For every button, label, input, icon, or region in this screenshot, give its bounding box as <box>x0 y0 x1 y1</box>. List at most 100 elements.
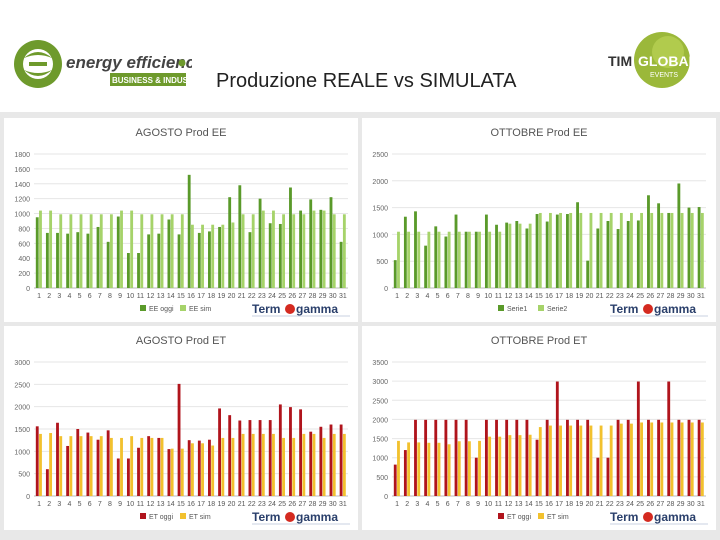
bar-et-oggi <box>434 419 438 496</box>
bar-ee-oggi <box>228 197 232 288</box>
brand-wordmark-2: gamma <box>296 510 338 524</box>
bar-et-oggi <box>157 437 161 496</box>
bar-serie1 <box>464 231 468 288</box>
bar-ee-oggi <box>268 223 272 288</box>
x-tick-label: 1 <box>37 501 41 508</box>
x-tick-label: 26 <box>288 293 296 300</box>
chart-title: AGOSTO Prod EE <box>136 127 227 139</box>
x-tick-label: 21 <box>238 501 246 508</box>
x-tick-label: 17 <box>555 293 563 300</box>
bar-et-oggi <box>238 420 242 496</box>
y-tick-label: 500 <box>376 475 388 482</box>
bar-et-sim <box>690 422 694 496</box>
chart-panel-ottobre-ee: OTTOBRE Prod EE 0 500 1000 1500 2000 2500 1 2 3 4 5… <box>362 118 716 322</box>
bar-et-sim <box>427 442 431 496</box>
bar-serie1 <box>606 221 610 288</box>
y-tick-label: 1800 <box>14 152 30 159</box>
bar-serie1 <box>424 245 428 288</box>
x-tick-label: 17 <box>197 293 205 300</box>
bar-serie1 <box>636 220 640 288</box>
bar-et-oggi <box>657 419 661 496</box>
x-tick-label: 31 <box>339 293 347 300</box>
legend-label: EE sim <box>189 306 211 313</box>
bar-et-oggi <box>329 424 333 496</box>
x-tick-label: 12 <box>505 501 513 508</box>
bar-et-oggi <box>248 420 252 496</box>
x-tick-label: 21 <box>596 293 604 300</box>
bar-serie2 <box>680 212 684 288</box>
bar-ee-oggi <box>289 187 292 288</box>
bar-et-oggi <box>545 419 549 496</box>
bar-serie1 <box>505 222 509 288</box>
bar-et-oggi <box>66 445 70 496</box>
bar-et-oggi <box>576 419 579 496</box>
bar-et-sim <box>332 433 336 496</box>
chart-title: AGOSTO Prod ET <box>136 335 227 347</box>
x-tick-label: 4 <box>67 501 71 508</box>
bar-ee-sim <box>79 214 83 288</box>
bar-serie2 <box>397 231 400 288</box>
brand-wordmark: Term <box>252 510 280 524</box>
logo-events: EVENTS <box>650 72 678 79</box>
brand-ball-icon <box>643 512 653 522</box>
bar-et-sim <box>292 437 296 496</box>
bar-et-sim <box>437 442 441 496</box>
bar-serie1 <box>616 229 620 288</box>
x-tick-label: 19 <box>217 501 225 508</box>
x-tick-label: 30 <box>687 501 695 508</box>
bar-et-oggi <box>393 464 397 496</box>
bar-serie2 <box>690 212 694 288</box>
bar-et-sim <box>467 441 471 496</box>
x-tick-label: 29 <box>677 501 685 508</box>
x-tick-label: 9 <box>476 501 480 508</box>
brand-ball-icon <box>285 304 295 314</box>
bar-et-sim <box>261 433 265 496</box>
bar-ee-sim <box>272 210 275 288</box>
bar-serie1 <box>474 231 478 288</box>
bar-ee-oggi <box>218 226 221 288</box>
bar-ee-sim <box>39 210 42 288</box>
bar-et-oggi <box>687 419 691 496</box>
x-tick-label: 8 <box>108 293 112 300</box>
x-tick-label: 8 <box>108 501 112 508</box>
x-tick-label: 25 <box>278 501 286 508</box>
chart-panel-ottobre-et: OTTOBRE Prod ET 0 500 1000 1500 2000 2500 3000 3… <box>362 326 716 530</box>
bar-ee-sim <box>292 214 296 288</box>
y-tick-label: 3000 <box>14 360 30 367</box>
y-tick-label: 2500 <box>14 382 30 389</box>
x-tick-label: 18 <box>565 501 573 508</box>
bar-serie1 <box>697 207 701 288</box>
chart-panel-agosto-ee: AGOSTO Prod EE 0 200 400 600 800 1000 1200 1400 1… <box>4 118 358 322</box>
y-tick-label: 1500 <box>372 206 388 213</box>
x-tick-label: 24 <box>626 293 634 300</box>
bar-ee-oggi <box>116 216 120 288</box>
x-tick-label: 2 <box>405 501 409 508</box>
slide-header: energy efficiency BUSINESS & INDUSTRY Pr… <box>0 0 720 112</box>
bar-serie2 <box>700 212 704 288</box>
bar-et-oggi <box>636 381 640 496</box>
bar-et-sim <box>89 436 93 496</box>
bar-et-oggi <box>515 419 519 496</box>
bar-serie1 <box>495 224 498 288</box>
bar-ee-oggi <box>167 219 171 288</box>
chart-title: OTTOBRE Prod EE <box>491 127 588 139</box>
bar-et-oggi <box>289 407 292 496</box>
x-tick-label: 31 <box>339 501 347 508</box>
bar-et-oggi <box>76 429 80 496</box>
bar-et-oggi <box>167 449 171 496</box>
y-tick-label: 1200 <box>14 197 30 204</box>
bar-ee-oggi <box>278 223 282 288</box>
bar-serie2 <box>589 212 593 288</box>
x-tick-label: 28 <box>309 293 317 300</box>
page-title: Produzione REALE vs SIMULATA <box>216 70 517 92</box>
bar-et-sim <box>599 425 603 496</box>
x-tick-label: 22 <box>606 501 614 508</box>
legend-swatch <box>538 513 544 519</box>
y-tick-label: 1400 <box>14 182 30 189</box>
bar-ee-oggi <box>96 226 100 288</box>
bar-et-oggi <box>454 419 458 496</box>
x-tick-label: 11 <box>495 293 502 300</box>
bar-et-sim <box>680 422 684 496</box>
x-tick-label: 20 <box>586 293 594 300</box>
x-tick-label: 15 <box>535 501 543 508</box>
